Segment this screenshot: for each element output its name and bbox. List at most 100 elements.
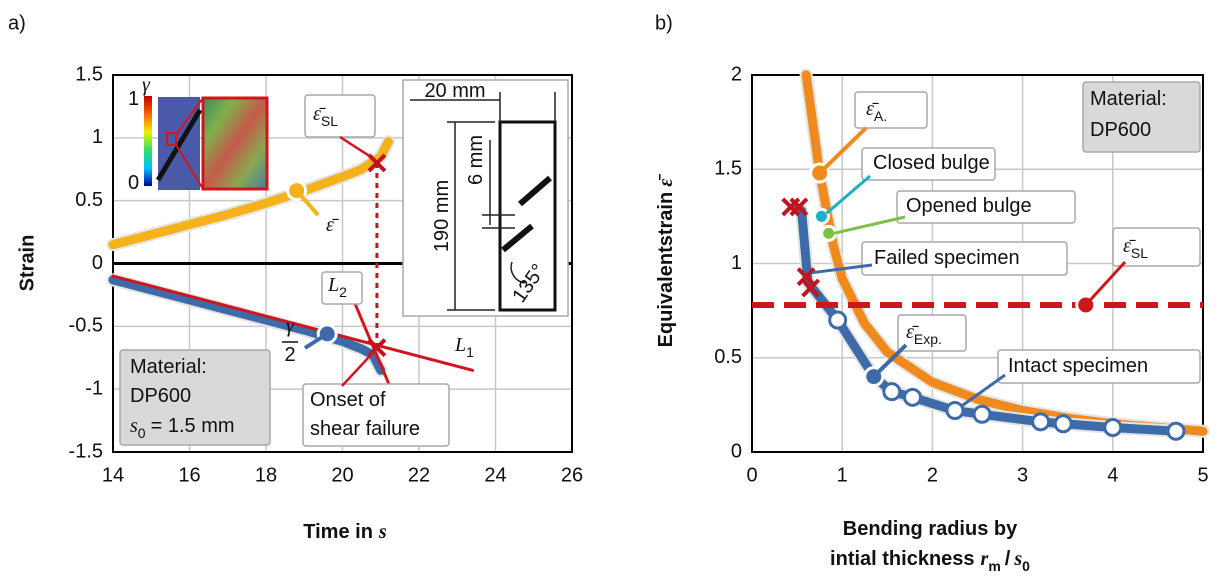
x-tick-label: 3: [1017, 464, 1028, 486]
label: 2: [284, 344, 295, 366]
text-part: /: [1005, 548, 1011, 570]
label: 0: [128, 172, 139, 194]
label: 6 mm: [465, 135, 487, 185]
x-tick-label: 18: [255, 464, 277, 486]
text-part: L: [327, 274, 339, 296]
y-tick-label: -0.5: [69, 315, 103, 337]
label: Failed specimen: [874, 247, 1020, 269]
y-tick-label: 0.5: [714, 346, 742, 368]
text-part: 0: [128, 172, 139, 194]
text-part: s: [130, 415, 138, 437]
y-tick-label: 1.5: [75, 63, 103, 85]
subscript: A.: [874, 108, 887, 124]
text-part: DP600: [1090, 119, 1151, 141]
figure: a) b) Strain 14161820222426-1.5-1-0.500.…: [0, 0, 1216, 583]
panel-label: a): [8, 12, 26, 34]
text-part: Time in: [303, 521, 373, 543]
data-point: [1033, 414, 1049, 430]
label: Equivalentstrain ε̄: [655, 174, 678, 348]
text-part: 2: [284, 344, 295, 366]
label: shear failure: [310, 418, 420, 440]
y-tick-label: 2: [731, 63, 742, 85]
text-part: ε̄: [655, 174, 677, 187]
data-point: [905, 389, 921, 405]
y-tick-label: 1: [731, 252, 742, 274]
x-tick-label: 5: [1197, 464, 1208, 486]
text-part: Closed bulge: [873, 152, 990, 174]
label: L1: [454, 334, 474, 360]
x-tick-label: 14: [102, 464, 124, 486]
data-point: [1105, 419, 1121, 435]
x-tick-label: 22: [408, 464, 430, 486]
y-tick-label: 0: [731, 440, 742, 462]
data-point: [814, 209, 828, 223]
y-tick-label: 1.5: [714, 158, 742, 180]
label: Material:: [130, 356, 207, 378]
data-point: [974, 406, 990, 422]
label: 1: [128, 88, 139, 110]
x-tick-label: 2: [927, 464, 938, 486]
label: Intact specimen: [1008, 355, 1148, 377]
dic-zoom: [203, 98, 267, 189]
text-part: Equivalentstrain: [655, 192, 677, 348]
text-part: Failed specimen: [874, 247, 1020, 269]
x-tick-label: 20: [331, 464, 353, 486]
label: ε̄: [326, 214, 339, 236]
text-part: 1: [128, 88, 139, 110]
panel-label: b): [655, 12, 673, 34]
data-point: [1168, 423, 1184, 439]
text-part: L: [454, 334, 466, 356]
text-part: Bending radius by: [843, 518, 1018, 540]
y-tick-label: -1.5: [69, 440, 103, 462]
x-tick-label: 1: [837, 464, 848, 486]
y-tick-label: 1: [92, 126, 103, 148]
leader-line: [826, 176, 870, 213]
leader-line: [1086, 262, 1125, 305]
label: γ: [142, 74, 151, 96]
text-part: s: [1013, 548, 1022, 570]
subscript: 1: [466, 344, 474, 360]
x-tick-label: 0: [746, 464, 757, 486]
text-part: γ: [286, 315, 295, 337]
x-tick-label: 4: [1107, 464, 1118, 486]
label: 20 mm: [424, 80, 485, 102]
text-part: γ: [142, 74, 151, 96]
data-point: [884, 384, 900, 400]
label: Bending radius by: [843, 518, 1018, 540]
subscript: 0: [1022, 558, 1030, 574]
text-part: Opened bulge: [906, 195, 1032, 217]
text-part: r: [981, 548, 989, 570]
data-point: [1055, 416, 1071, 432]
subscript: SL: [321, 113, 338, 129]
text-part: Intact specimen: [1008, 355, 1148, 377]
y-axis-label: Strain: [16, 235, 38, 292]
text-part: ε̄: [326, 214, 339, 236]
label: Closed bulge: [873, 152, 990, 174]
text-part: s: [378, 521, 387, 543]
leader-line: [340, 137, 371, 157]
leader-line: [834, 217, 905, 233]
label: γ: [286, 315, 295, 337]
text-part: 6 mm: [465, 135, 487, 185]
data-point: [947, 403, 963, 419]
y-tick-label: 0.5: [75, 189, 103, 211]
label: Onset of: [310, 389, 386, 411]
x-tick-label: 24: [484, 464, 506, 486]
data-point: [822, 226, 836, 240]
text-part: Onset of: [310, 389, 386, 411]
label: DP600: [1090, 119, 1151, 141]
data-point: [830, 312, 846, 328]
colorbar: [144, 96, 152, 186]
text-part: DP600: [130, 385, 191, 407]
x-tick-label: 26: [561, 464, 583, 486]
label: DP600: [130, 385, 191, 407]
subscript: 0: [138, 425, 146, 441]
subscript: m: [988, 558, 1000, 574]
y-tick-label: -1: [85, 377, 103, 399]
label: Material:: [1090, 88, 1167, 110]
leader-line: [342, 352, 374, 386]
subscript: 2: [339, 284, 347, 300]
text-part: shear failure: [310, 418, 420, 440]
